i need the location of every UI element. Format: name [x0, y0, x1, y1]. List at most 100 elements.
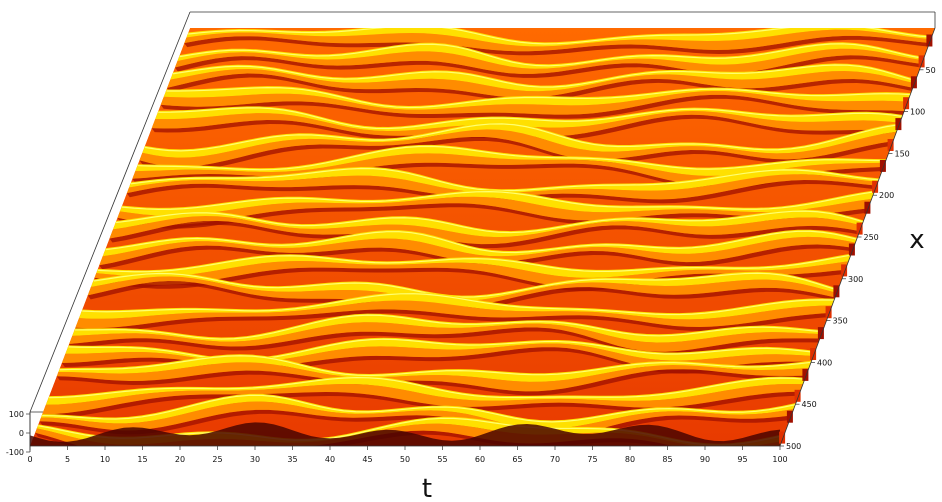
stripe-groove	[99, 244, 857, 270]
z-tick-label: 100	[9, 410, 24, 419]
stripe-ridge-lower	[139, 129, 897, 167]
stripe-ridge-lower	[126, 174, 878, 200]
stripe-groove	[174, 55, 925, 78]
t-tick-label: 60	[475, 455, 485, 464]
side-edge-block	[841, 264, 848, 277]
t-tick-label: 15	[137, 455, 147, 464]
side-edge-block	[879, 159, 886, 172]
stripe-highlight	[116, 210, 864, 234]
stripe-ridge-upper	[90, 271, 839, 302]
stripe-highlight	[166, 87, 911, 109]
t-tick-label: 70	[550, 455, 560, 464]
side-edge-block	[910, 76, 917, 89]
stripe-ridge-lower	[109, 215, 862, 245]
z-tick-label: 0	[19, 429, 24, 438]
stripe-highlight	[49, 376, 806, 399]
stripe-groove	[56, 369, 810, 396]
stripe-highlight	[188, 28, 933, 45]
x-tick-label: 250	[864, 233, 879, 242]
stripe-ridge-lower	[132, 153, 886, 186]
surface-front-edge	[30, 422, 780, 446]
x-tick-label: 200	[879, 191, 894, 200]
stripe-highlight	[158, 107, 903, 130]
stripe-highlight	[137, 145, 887, 171]
stripe-groove	[94, 267, 849, 291]
side-edge-block	[926, 34, 933, 47]
t-tick-label: 45	[362, 455, 372, 464]
stripe-ridge-upper	[102, 229, 858, 257]
t-tick-label: 50	[400, 455, 410, 464]
stripe-highlight	[105, 230, 858, 254]
side-edge-block	[794, 389, 801, 402]
stripe-highlight	[42, 394, 797, 423]
stripe-highlight	[144, 123, 900, 152]
stripe-ridge-upper	[186, 28, 933, 47]
stripe-ridge-upper	[78, 292, 835, 320]
stripe-ridge-lower	[160, 91, 908, 115]
t-tick-label: 85	[662, 455, 672, 464]
t-tick-label: 100	[772, 455, 787, 464]
stripe-groove	[139, 136, 897, 171]
side-edge-block	[817, 327, 824, 340]
stripe-ridge-upper	[135, 144, 887, 176]
t-axis: 0 5 10 15 20 25 30 35 40 45 50 55 60 65 70 75 80 85 90 95 10…	[27, 445, 788, 502]
x-tick-label: 100	[910, 108, 925, 117]
x-tick-label: 500	[786, 442, 801, 451]
stripe-ridge-upper	[58, 354, 812, 382]
stripe-ridge-lower	[174, 48, 924, 74]
z-tick-label: -100	[6, 448, 24, 457]
x-tick-label: 150	[895, 149, 910, 158]
t-tick-label: 55	[437, 455, 447, 464]
t-tick-label: 75	[587, 455, 597, 464]
stripe-highlight	[97, 254, 852, 273]
stripe-highlight	[82, 293, 835, 316]
stripe-ridge-lower	[99, 236, 856, 266]
t-tick-label: 65	[512, 455, 522, 464]
stripe-groove	[126, 179, 880, 204]
stripe-highlight	[59, 355, 812, 377]
stripe-ridge-lower	[184, 29, 931, 52]
side-edge-block	[802, 368, 809, 381]
stripe-highlight	[68, 338, 816, 361]
side-edge-block	[864, 201, 871, 214]
stripe-ridge-lower	[42, 383, 803, 415]
t-tick-label: 95	[737, 455, 747, 464]
t-tick-label: 20	[175, 455, 185, 464]
stripe-groove	[160, 94, 908, 119]
side-edge-block	[856, 222, 863, 235]
stripe-ridge-upper	[96, 253, 852, 278]
side-edge-block	[786, 410, 793, 423]
surface-side-edge	[779, 34, 933, 444]
surface	[30, 28, 935, 446]
stripe-groove	[109, 220, 863, 249]
z-axis: 100 0 -100	[6, 410, 31, 457]
x-tick-label: 450	[802, 400, 817, 409]
stripe-ridge-lower	[94, 261, 849, 287]
t-tick-label: 30	[250, 455, 260, 464]
stripe-groove	[184, 35, 933, 56]
x-axis-title: x	[909, 225, 924, 255]
stripe-ridge-lower	[69, 322, 822, 352]
t-tick-label: 5	[65, 455, 70, 464]
side-edge-block	[825, 306, 832, 319]
stripe-ridge-lower	[56, 362, 809, 392]
side-edge-block	[833, 285, 840, 298]
t-tick-label: 90	[700, 455, 710, 464]
t-axis-title: t	[422, 474, 432, 502]
stripe-groove	[69, 327, 823, 356]
stripe-ridge-lower	[75, 300, 833, 329]
side-edge-block	[848, 243, 855, 256]
stripe-ridge-upper	[142, 122, 900, 158]
side-edge-block	[895, 118, 902, 131]
stripe-ridge-upper	[128, 167, 880, 193]
stripe-ridge-upper	[155, 106, 903, 132]
stripe-groove	[87, 280, 839, 313]
stripe-highlight	[121, 191, 875, 210]
side-edge-block	[918, 55, 925, 68]
stripe-highlight	[75, 314, 824, 340]
stripe-highlight	[172, 64, 917, 88]
stripe-groove	[39, 409, 795, 443]
stripe-groove	[132, 162, 887, 190]
side-edge-block	[887, 139, 894, 151]
